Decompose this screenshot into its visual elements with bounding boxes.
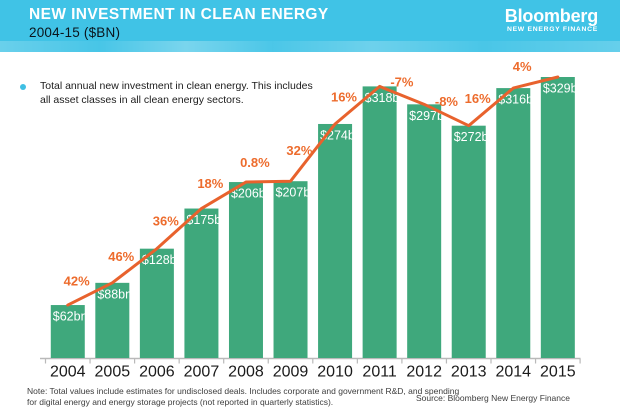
bar-value-label: $316bn: [498, 93, 540, 107]
bar-value-label: $272bn: [454, 130, 496, 144]
pct-change-label: 32%: [286, 143, 312, 158]
bar-value-label: $206bn: [231, 187, 273, 201]
x-axis-label-2004: 2004: [50, 364, 86, 381]
pct-change-label: 4%: [513, 59, 532, 74]
x-axis-label-2015: 2015: [540, 364, 576, 381]
logo-tagline: NEW ENERGY FINANCE: [506, 26, 598, 33]
bar-value-label: $128bn: [142, 253, 184, 267]
bar-2012: [407, 104, 442, 358]
x-axis-label-2012: 2012: [406, 364, 442, 381]
bar-2007: [184, 208, 219, 358]
pct-change-label: 18%: [197, 176, 223, 191]
x-axis-label-2014: 2014: [495, 364, 531, 381]
bullet-text: Total annual new investment in clean ene…: [40, 80, 313, 106]
x-axis-label-2013: 2013: [451, 364, 487, 381]
pct-change-label: 42%: [64, 274, 90, 289]
bar-2005: [95, 282, 130, 358]
pct-change-label: 36%: [153, 214, 179, 229]
x-axis-label-2010: 2010: [317, 364, 353, 381]
bar-value-label: $329bn: [543, 82, 585, 96]
x-axis-label-2008: 2008: [228, 364, 264, 381]
bar-value-label: $62bn: [53, 310, 88, 324]
bullet-row: Total annual new investment in clean ene…: [20, 80, 322, 108]
bar-2009: [273, 181, 308, 358]
bar-2004: [50, 305, 85, 358]
bar-2010: [318, 123, 353, 359]
bar-value-label: $297bn: [409, 109, 451, 123]
bar-value-label: $207bn: [276, 186, 318, 200]
pct-change-label: 46%: [108, 249, 134, 264]
x-axis-label-2005: 2005: [95, 364, 131, 381]
bar-2011: [362, 86, 397, 358]
pct-change-label: 0.8%: [240, 155, 270, 170]
bar-2015: [540, 77, 575, 358]
source-credit: Source: Bloomberg New Energy Finance: [415, 393, 570, 403]
x-axis-label-2009: 2009: [273, 364, 309, 381]
x-axis-label-2007: 2007: [184, 364, 220, 381]
bar-2013: [451, 125, 486, 358]
page-subtitle: 2004-15 ($BN): [29, 25, 121, 40]
footnote: Note: Total values include estimates for…: [27, 386, 460, 408]
pct-change-label: -8%: [435, 94, 459, 109]
header: NEW INVESTMENT IN CLEAN ENERGY 2004-15 (…: [0, 0, 620, 52]
bar-2006: [139, 248, 174, 358]
x-axis-label-2011: 2011: [362, 364, 397, 381]
page-title: NEW INVESTMENT IN CLEAN ENERGY: [29, 6, 329, 23]
growth-line: [66, 75, 560, 307]
logo-wordmark: Bloomberg: [504, 6, 598, 26]
bar-value-label: $175bn: [186, 213, 228, 227]
bar-value-label: $88bn: [97, 287, 132, 301]
pct-change-label: 16%: [331, 89, 357, 104]
pct-change-label: -7%: [390, 74, 414, 89]
bar-2014: [496, 88, 531, 358]
bar-2008: [228, 182, 263, 358]
x-axis-label-2006: 2006: [139, 364, 175, 381]
pct-change-label: 16%: [465, 91, 491, 106]
bloomberg-logo: Bloomberg NEW ENERGY FINANCE: [505, 7, 598, 33]
header-decoration: [0, 41, 620, 52]
bullet-icon: [20, 84, 26, 90]
